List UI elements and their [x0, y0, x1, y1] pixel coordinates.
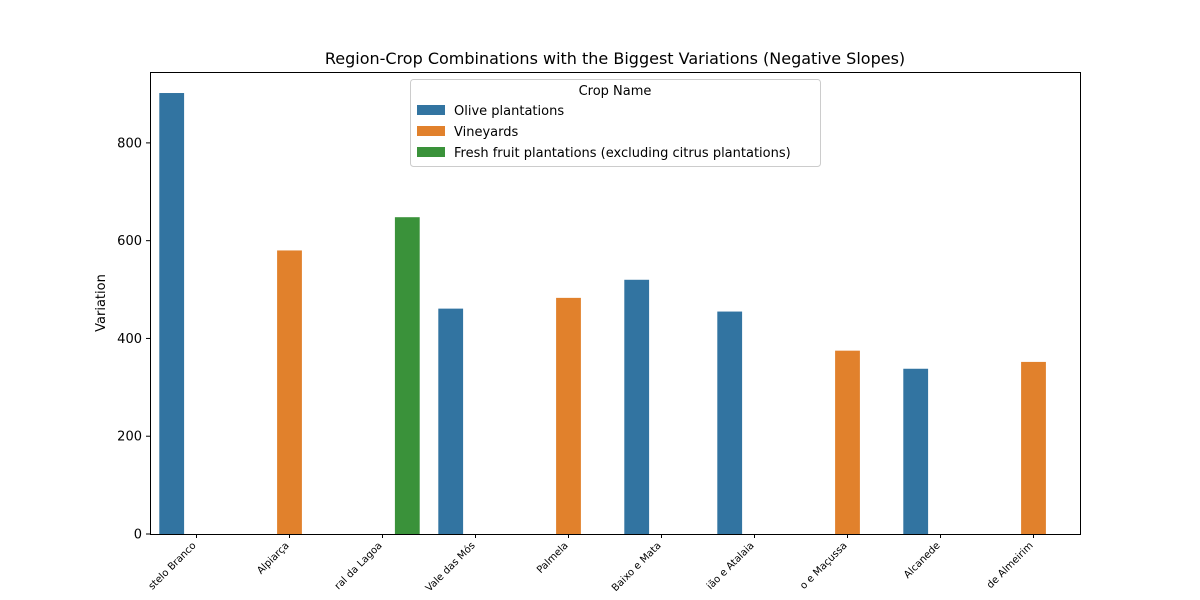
- bar: [556, 297, 581, 534]
- bar: [394, 217, 420, 534]
- bar: [717, 311, 743, 534]
- bar: [438, 308, 464, 534]
- y-axis: 0 200 400 600 800: [117, 136, 150, 543]
- legend: Crop Name Olive plantations Vineyards Fres…: [410, 79, 821, 167]
- bars-group: [159, 93, 1046, 535]
- legend-swatch: [417, 147, 445, 157]
- legend-label: Vineyards: [454, 125, 518, 140]
- x-tick-label: Vale das Mós: [423, 540, 478, 595]
- x-tick-label: Baixo e Mata: [610, 540, 664, 594]
- legend-box: [410, 79, 821, 167]
- legend-title: Crop Name: [579, 84, 652, 99]
- y-tick-label: 200: [117, 430, 142, 445]
- legend-entries: Olive plantations Vineyards Fresh fruit pl…: [417, 104, 791, 161]
- x-tick-label: Alcanede: [902, 540, 942, 580]
- legend-label: Olive plantations: [454, 104, 564, 119]
- x-tick-label: Palmela: [535, 540, 571, 576]
- x-tick-label: o e Maçussa: [798, 540, 849, 591]
- legend-label: Fresh fruit plantations (excluding citru…: [454, 146, 791, 161]
- bar: [159, 93, 185, 535]
- legend-swatch: [417, 105, 445, 115]
- chart-title: Region-Crop Combinations with the Bigges…: [325, 49, 905, 68]
- y-axis-label: Variation: [94, 274, 109, 332]
- y-tick-label: 0: [134, 528, 142, 543]
- bar: [277, 250, 302, 534]
- x-tick-label: de Almeirim: [985, 540, 1036, 591]
- legend-swatch: [417, 126, 445, 136]
- bar: [624, 279, 650, 534]
- x-tick-label: ral da Lagoa: [333, 540, 385, 592]
- bar: [1021, 361, 1046, 534]
- bar: [835, 350, 860, 534]
- y-tick-label: 400: [117, 332, 142, 347]
- x-tick-label: ião e Atalaia: [705, 540, 757, 592]
- x-tick-label: stelo Branco: [147, 540, 199, 592]
- plot-frame: [150, 72, 1081, 535]
- x-tick-label: Alpiarça: [255, 540, 291, 576]
- bar: [903, 368, 929, 534]
- x-axis: stelo Branco Alpiarça ral da Lagoa Vale das…: [147, 534, 1036, 594]
- y-tick-label: 600: [117, 234, 142, 249]
- y-tick-label: 800: [117, 136, 142, 151]
